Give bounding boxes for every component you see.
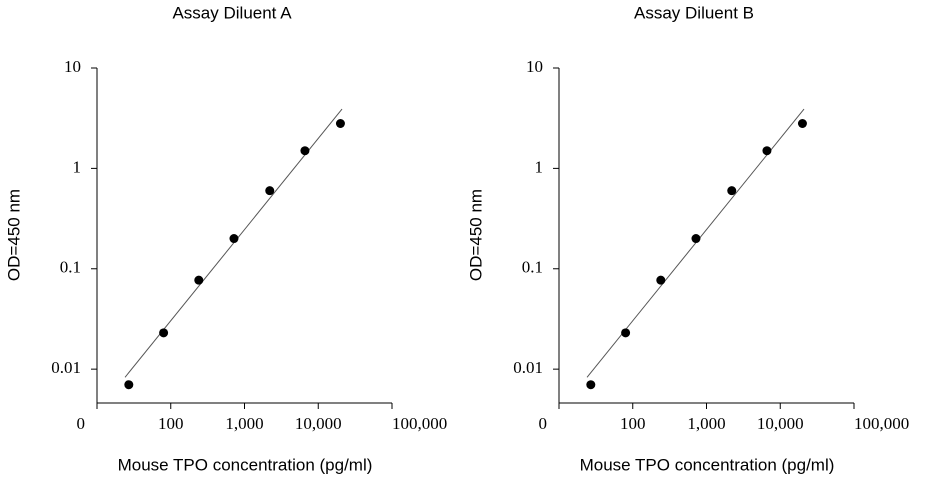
fit-line [586, 108, 805, 378]
y-axis-label: OD=450 nm [466, 189, 485, 281]
point [335, 118, 345, 128]
x-tick-label: 1,000 [687, 414, 725, 433]
x-tick-label: 0 [539, 414, 548, 433]
point [621, 328, 631, 338]
y-tick-label: 10 [64, 57, 81, 76]
x-tick-label: 100,000 [854, 414, 909, 433]
x-tick-label: 100 [158, 414, 184, 433]
x-tick-label: 100,000 [392, 414, 447, 433]
point [727, 186, 737, 196]
x-tick-label: 10,000 [757, 414, 804, 433]
point [124, 380, 134, 390]
point [159, 328, 169, 338]
fit-line [124, 108, 343, 378]
point [300, 146, 310, 156]
x-axis-label: Mouse TPO concentration (pg/ml) [580, 455, 835, 474]
y-tick-label: 0.01 [51, 358, 81, 377]
y-tick-label: 0.1 [60, 258, 81, 277]
chart-title: Assay Diluent B [634, 3, 754, 22]
point [797, 118, 807, 128]
x-tick-label: 1,000 [225, 414, 263, 433]
x-tick-label: 0 [77, 414, 86, 433]
y-tick-label: 1 [73, 157, 82, 176]
point [762, 146, 772, 156]
y-tick-label: 10 [526, 57, 543, 76]
point [265, 186, 275, 196]
point [194, 275, 204, 285]
point [586, 380, 596, 390]
point [691, 234, 701, 244]
chart: Assay Diluent A Mouse TPO concentration (… [4, 3, 447, 474]
point [656, 275, 666, 285]
y-tick-label: 0.1 [522, 258, 543, 277]
x-axis-label: Mouse TPO concentration (pg/ml) [118, 455, 373, 474]
point [229, 234, 239, 244]
chart: Assay Diluent B Mouse TPO concentration (… [466, 3, 909, 474]
y-tick-label: 1 [535, 157, 544, 176]
chart-title: Assay Diluent A [172, 3, 292, 22]
x-tick-label: 10,000 [295, 414, 342, 433]
y-tick-label: 0.01 [513, 358, 543, 377]
x-tick-label: 100 [620, 414, 646, 433]
y-axis-label: OD=450 nm [4, 189, 23, 281]
